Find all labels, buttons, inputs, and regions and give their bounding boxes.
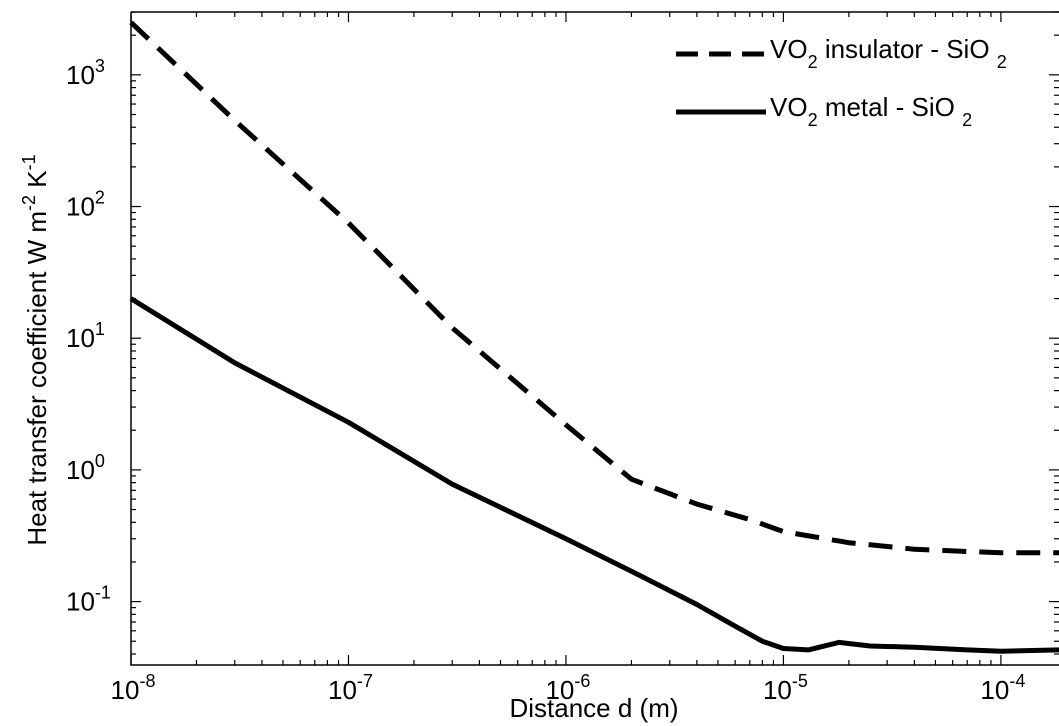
x-axis-label: Distance d (m) (509, 693, 678, 723)
x-tick-label: 10-6 (545, 671, 590, 705)
y-axis-label-mid: K (22, 170, 52, 195)
legend: VO2 insulator - SiO 2 VO2 metal - SiO 2 (676, 34, 1007, 130)
y-axis-label-exp2: -1 (19, 154, 39, 170)
y-axis-label-main: Heat transfer coefficient W m (22, 211, 52, 546)
x-tick-label: 10-4 (980, 671, 1025, 705)
x-tick-label: 10-7 (328, 671, 373, 705)
y-tick-label: 102 (66, 188, 105, 222)
y-tick-label: 103 (66, 56, 105, 90)
x-tick-label: 10-8 (111, 671, 156, 705)
series-line-metal (129, 296, 1059, 654)
y-axis-label-exp1: -2 (19, 195, 39, 211)
series-line-insulator (129, 20, 1059, 556)
y-tick-label: 100 (66, 451, 105, 485)
legend-label-insulator: VO2 insulator - SiO 2 (770, 34, 1007, 72)
x-tick-label: 10-5 (763, 671, 808, 705)
y-tick-label: 10-1 (66, 583, 111, 617)
axis-ticks: 10-8 10-7 10-6 10-5 10-4 10-1 100 101 102 103 (66, 11, 1059, 705)
series-lines (129, 20, 1059, 654)
y-axis-label: Heat transfer coefficient W m-2 K-1 (19, 154, 52, 545)
legend-label-metal: VO2 metal - SiO 2 (770, 92, 972, 130)
y-tick-label: 101 (66, 319, 105, 353)
